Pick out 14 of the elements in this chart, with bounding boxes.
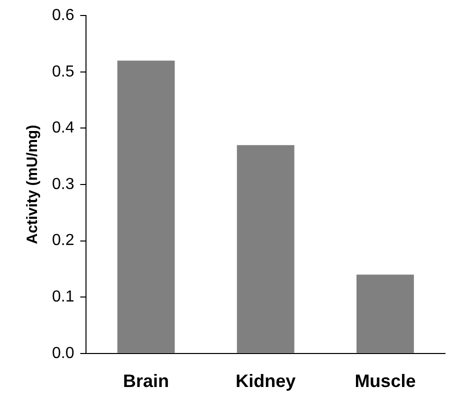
x-tick-label: Brain xyxy=(123,371,170,392)
bar xyxy=(117,60,175,353)
y-tick-label: 0.5 xyxy=(52,63,74,80)
y-tick-label: 0.2 xyxy=(52,232,74,250)
x-tick-label: Muscle xyxy=(354,371,416,392)
bar xyxy=(356,274,414,353)
y-tick-label: 0.3 xyxy=(52,176,74,193)
y-axis-title: Activity (mU/mg) xyxy=(24,124,42,244)
y-tick-label: 0.4 xyxy=(52,120,74,137)
y-tick-label: 0.6 xyxy=(52,7,74,24)
y-tick-label: 0.1 xyxy=(52,288,74,306)
y-tick-label: 0.0 xyxy=(52,344,74,362)
x-tick-label: Kidney xyxy=(236,371,296,392)
bar xyxy=(236,145,294,353)
